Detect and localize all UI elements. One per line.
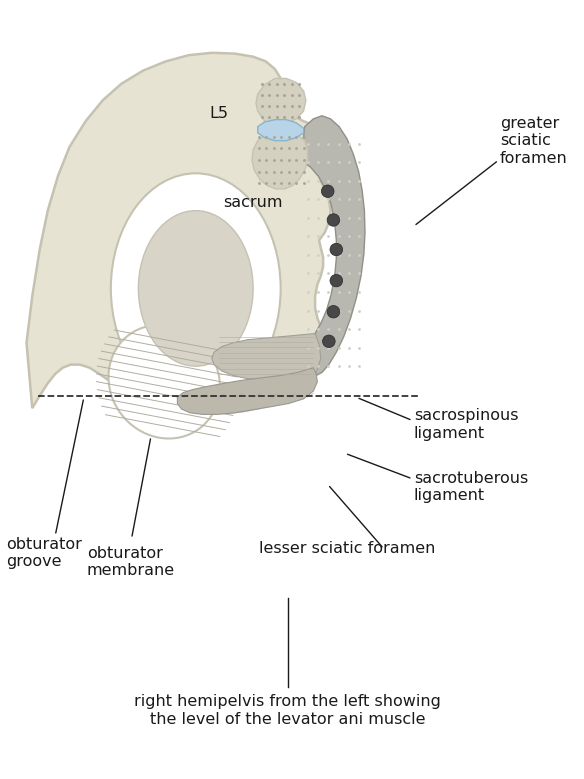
- Text: sacrum: sacrum: [223, 196, 283, 210]
- Text: lesser sciatic foramen: lesser sciatic foramen: [259, 541, 435, 556]
- Ellipse shape: [330, 243, 343, 256]
- Polygon shape: [252, 132, 308, 189]
- Polygon shape: [178, 368, 317, 414]
- Ellipse shape: [109, 325, 220, 439]
- Text: sacrotuberous
ligament: sacrotuberous ligament: [413, 471, 528, 503]
- Text: obturator
groove: obturator groove: [6, 537, 82, 569]
- Ellipse shape: [322, 335, 335, 347]
- Ellipse shape: [330, 274, 343, 287]
- Polygon shape: [258, 120, 304, 141]
- Polygon shape: [26, 53, 331, 413]
- Polygon shape: [212, 333, 321, 380]
- Polygon shape: [256, 79, 306, 125]
- Circle shape: [111, 173, 281, 404]
- Text: L5: L5: [209, 106, 228, 121]
- Ellipse shape: [327, 213, 340, 226]
- Text: sacrospinous
ligament: sacrospinous ligament: [413, 408, 518, 441]
- Ellipse shape: [327, 305, 340, 318]
- Circle shape: [138, 210, 253, 366]
- Text: right hemipelvis from the left showing
the level of the levator ani muscle: right hemipelvis from the left showing t…: [134, 694, 441, 727]
- Text: greater
sciatic
foramen: greater sciatic foramen: [500, 116, 568, 166]
- Polygon shape: [298, 116, 365, 375]
- Text: obturator
membrane: obturator membrane: [87, 546, 175, 578]
- Ellipse shape: [321, 185, 334, 197]
